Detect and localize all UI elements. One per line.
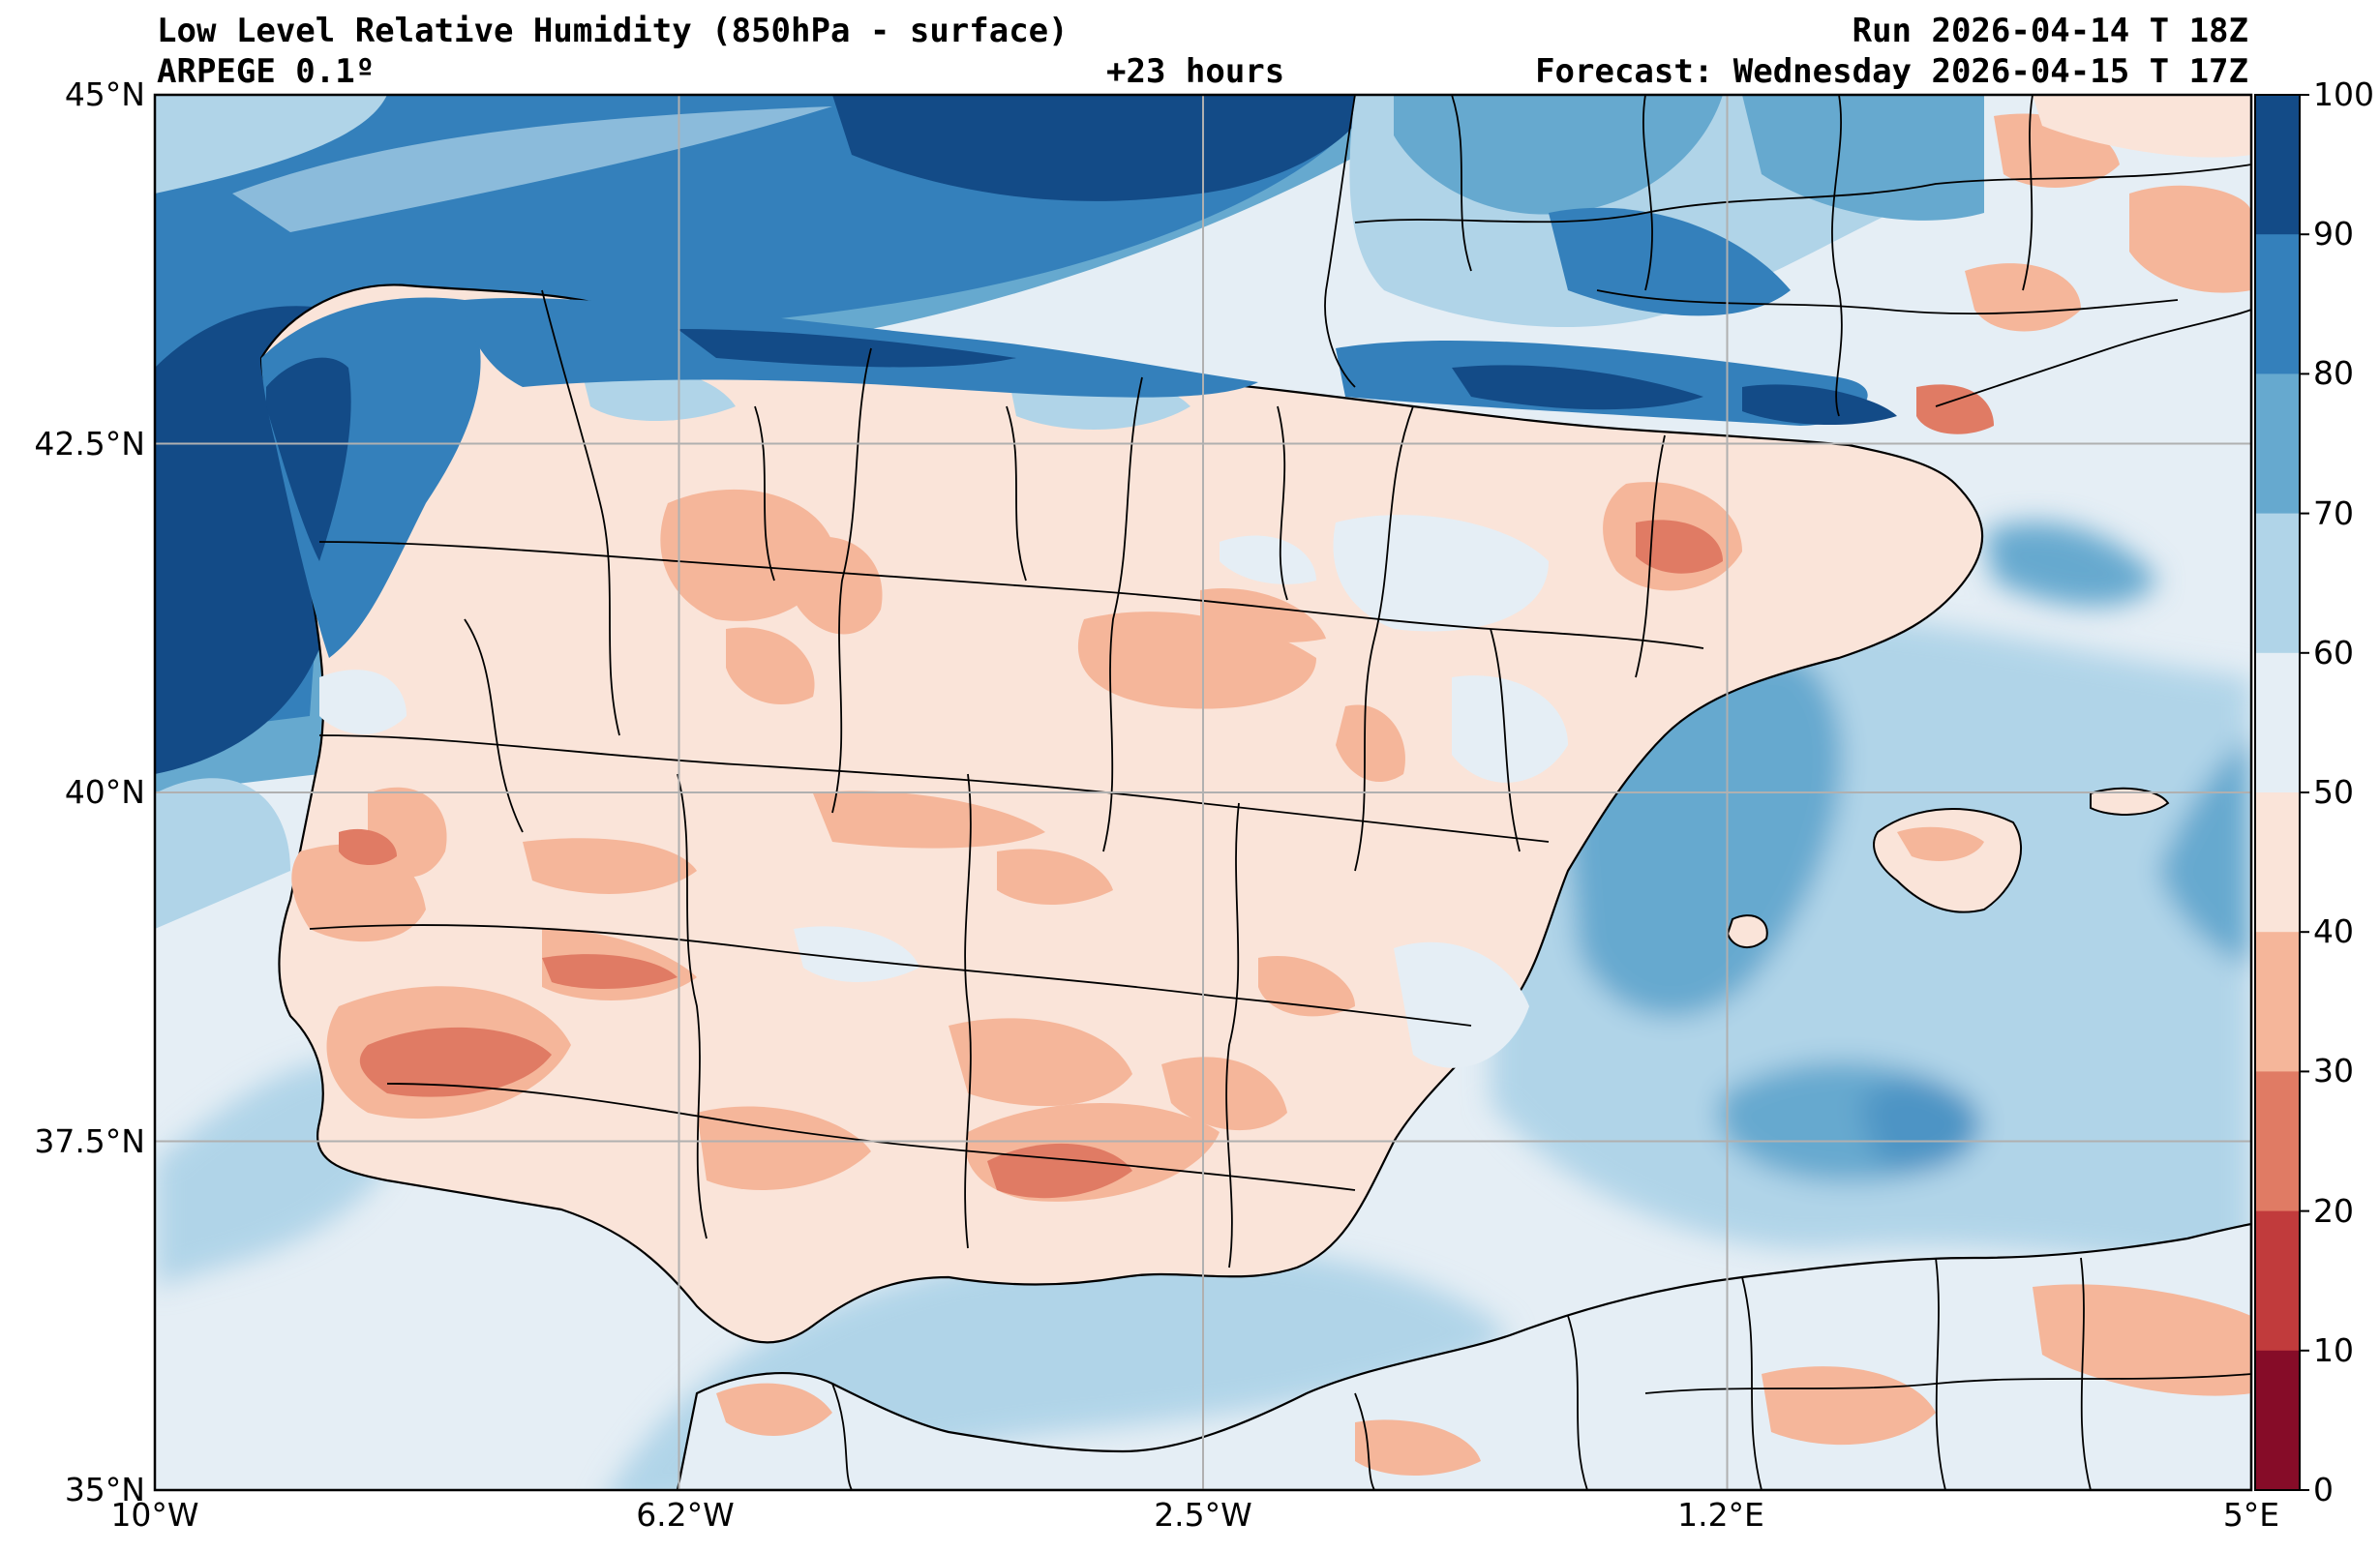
colorbar-swatch — [2255, 792, 2300, 933]
colorbar-swatch — [2255, 1210, 2300, 1352]
province-borders — [309, 289, 1704, 1268]
model-label: ARPEGE 0.1º — [157, 52, 376, 91]
map-title: Low Level Relative Humidity (850hPa - su… — [157, 12, 1069, 50]
lat-tick-42-5: 42.5°N — [34, 425, 145, 463]
southern-france-dry — [1916, 95, 2251, 434]
colorbar-swatch — [2255, 1350, 2300, 1491]
lon-tick-1-2e: 1.2°E — [1677, 1496, 1764, 1534]
mallorca-dry — [1897, 826, 1984, 861]
lon-tick-10w: 10°W — [110, 1496, 199, 1534]
colorbar — [2254, 94, 2309, 1491]
map-frame — [153, 93, 2253, 1492]
galicia-very-moist — [266, 357, 351, 561]
colorbar-label: 60 — [2313, 633, 2354, 672]
colorbar-label: 90 — [2313, 215, 2354, 254]
lon-tick-6-2w: 6.2°W — [636, 1496, 735, 1534]
dry-land-zones — [291, 482, 1742, 1202]
lon-tick-5e: 5°E — [2222, 1496, 2280, 1534]
lead-time-label: +23 hours — [1106, 52, 1285, 91]
colorbar-label: 70 — [2313, 493, 2354, 532]
france-borders — [1324, 95, 2251, 417]
lat-tick-37-5: 37.5°N — [34, 1122, 145, 1160]
forecast-label: Forecast: Wednesday 2026-04-15 T 17Z — [1535, 52, 2248, 91]
lat-tick-45: 45°N — [64, 75, 145, 113]
cantabrian-very-moist — [678, 329, 1016, 368]
colorbar-swatch — [2255, 1071, 2300, 1212]
lon-tick-2-5w: 2.5°W — [1154, 1496, 1252, 1534]
run-label: Run 2026-04-14 T 18Z — [1852, 12, 2248, 50]
france-moist-zones — [1336, 95, 1984, 426]
colorbar-swatch — [2255, 95, 2300, 235]
grid-lines — [155, 95, 2251, 1490]
colorbar-swatch — [2255, 513, 2300, 654]
colorbar-label: 10 — [2313, 1330, 2354, 1369]
colorbar-swatch — [2255, 234, 2300, 374]
colorbar-label: 40 — [2313, 912, 2354, 951]
colorbar-swatch — [2255, 373, 2300, 515]
colorbar-label: 50 — [2313, 773, 2354, 811]
north-africa-borders — [831, 1257, 2251, 1490]
colorbar-label: 20 — [2313, 1191, 2354, 1230]
colorbar-swatch — [2255, 932, 2300, 1072]
colorbar-label: 100 — [2313, 75, 2374, 113]
colorbar-label: 80 — [2313, 354, 2354, 393]
lat-tick-40: 40°N — [64, 773, 145, 811]
driest-land-zones — [339, 520, 1723, 1199]
map-frame-content — [155, 95, 2251, 1490]
colorbar-label: 30 — [2313, 1052, 2354, 1090]
colorbar-swatch — [2255, 652, 2300, 793]
lat-tick-35: 35°N — [64, 1471, 145, 1508]
colorbar-label: 0 — [2313, 1471, 2334, 1508]
